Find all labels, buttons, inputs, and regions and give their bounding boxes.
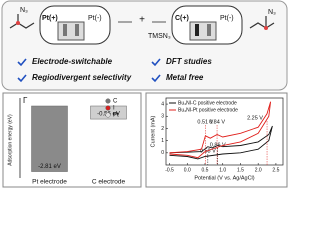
legend-swatch [105,98,111,104]
x-tick-label: 0.0 [184,167,191,173]
x-tick-label: 2.5 [272,167,279,173]
graphical-abstract: N₃ Pt(+) Pt(-) + TMSN₃ C(+) Pt(-) N₃ Ele… [1,0,288,188]
site-marker [16,21,20,25]
group-label: N₃ [268,9,276,16]
plot-frame [165,97,284,166]
category-label: C electrode [92,179,126,186]
legend-label: I [113,106,115,112]
x-tick-label: 1.5 [237,167,244,173]
legend-label: C [113,99,118,105]
right-molecule [249,22,275,29]
bar [31,105,68,172]
x-axis-label: Potential (V vs. Ag/AgCl) [194,175,254,181]
electrolysis-cell [57,21,85,41]
plus-sign: + [139,15,145,26]
annotation: Γ [23,96,28,105]
y-axis-label: Current (mA) [150,115,156,147]
group-label: N₃ [20,7,28,14]
cathode-label: Pt(-) [220,15,234,22]
y-tick-label: 3 [161,114,164,120]
peak-label: 0.84 V [209,119,225,125]
peak-label: 0.86 V [210,142,226,148]
feature: Metal free [166,73,204,82]
anode-label: Pt(+) [42,15,58,22]
peak-label: 0.51 V [197,119,213,125]
y-tick-label: 1 [161,138,164,144]
peak-label: 2.25 V [247,115,263,121]
electrolysis-cell [189,21,217,41]
value-label: -2.81 eV [38,164,61,170]
feature: Electrode-switchable [32,57,113,66]
legend-swatch [105,112,111,118]
legend-label: Bu₄NI-Pt positive electrode [178,107,238,113]
y-tick-label: 2 [161,126,164,132]
checkmarks [17,58,161,83]
legend-swatch [105,105,111,111]
cathode-label: Pt(-) [88,15,102,22]
cv-panel [145,92,288,188]
y-tick-label: 0 [161,150,164,156]
legend-label: Bu₄NI-C positive electrode [178,100,237,106]
electrode [207,24,211,36]
y-tick-label: 4 [161,101,164,107]
x-tick-label: 2.0 [255,167,262,173]
y-axis-label: Adsorption energy (eV) [7,114,13,166]
site-marker [264,26,268,30]
left-molecule [9,22,35,29]
anode-label: C(+) [175,15,189,22]
series-line [169,125,273,160]
x-tick-label: 0.5 [202,167,209,173]
category-label: Pt electrode [32,179,67,186]
legend-label: Pt [113,113,119,119]
x-tick-label: 1.0 [219,167,226,173]
feature: Regiodivergent selectivity [32,73,132,82]
feature: DFT studies [166,57,212,66]
reagent: TMSN₃ [148,33,171,40]
peak-label: 0.58 V [200,148,216,154]
electrode [75,24,79,36]
electrode [195,24,199,36]
electrode [63,24,67,36]
x-tick-label: -0.5 [165,167,174,173]
